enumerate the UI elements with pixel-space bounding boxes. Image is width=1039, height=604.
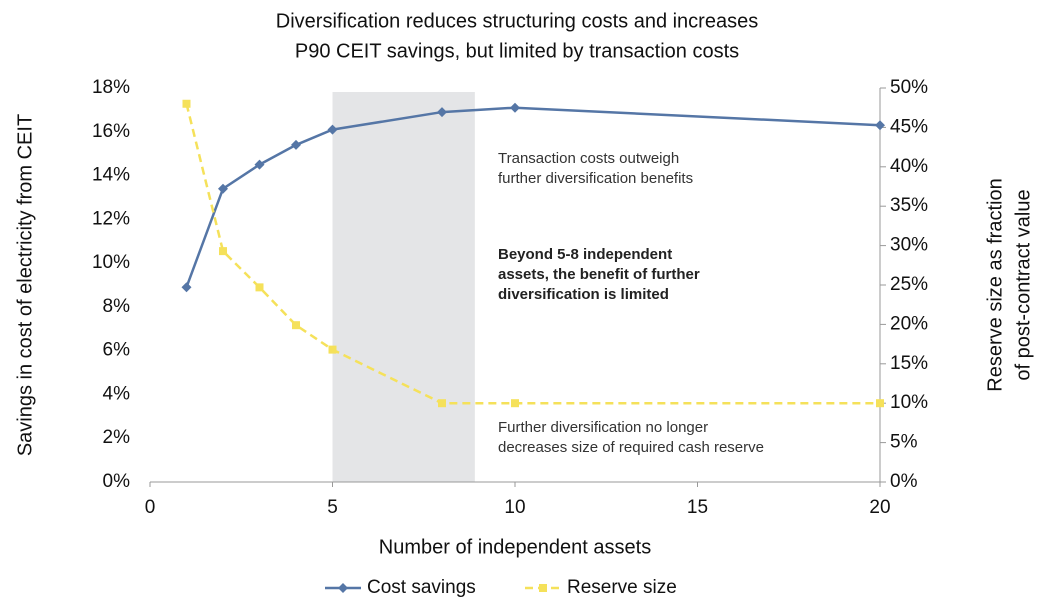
y-axis-label: Savings in cost of electricity from CEIT <box>14 114 36 456</box>
y2-axis-label: Reserve size as fraction <box>984 178 1006 391</box>
y-tick-label: 4% <box>103 383 131 404</box>
y2-tick-label: 10% <box>890 392 928 413</box>
y-tick-label: 14% <box>92 165 130 186</box>
point <box>182 99 191 108</box>
point <box>327 124 338 135</box>
y-tick-label: 6% <box>103 340 131 361</box>
annotation: Beyond 5-8 independent <box>498 246 672 263</box>
y-tick-label: 16% <box>92 121 130 142</box>
chart-title: Diversification reduces structuring cost… <box>276 10 758 32</box>
x-axis-label: Number of independent assets <box>379 536 651 558</box>
annotation: Transaction costs outweigh <box>498 150 679 167</box>
y2-axis-label: of post-contract value <box>1012 189 1034 380</box>
point <box>292 321 300 330</box>
y-tick-label: 0% <box>103 471 131 492</box>
legend-marker <box>338 583 348 593</box>
point <box>255 283 264 292</box>
chart-title: P90 CEIT savings, but limited by transac… <box>295 40 739 62</box>
y-tick-label: 10% <box>92 252 130 273</box>
series-line <box>185 106 881 288</box>
x-tick-label: 15 <box>687 497 708 518</box>
annotation: Further diversification no longer <box>498 419 708 436</box>
y2-tick-label: 5% <box>890 432 918 453</box>
y-tick-label: 2% <box>103 427 131 448</box>
point <box>181 282 192 293</box>
y2-tick-label: 15% <box>890 353 928 374</box>
x-tick-label: 0 <box>145 497 156 518</box>
y2-tick-label: 0% <box>890 471 918 492</box>
point <box>511 399 519 408</box>
y2-tick-label: 30% <box>890 235 928 256</box>
x-tick-label: 5 <box>327 497 338 518</box>
y2-tick-label: 45% <box>890 116 928 137</box>
point <box>291 139 301 150</box>
shaded-region <box>332 92 475 482</box>
point <box>254 159 265 170</box>
y2-tick-label: 35% <box>890 195 928 216</box>
y-tick-label: 18% <box>92 77 130 98</box>
annotation: decreases size of required cash reserve <box>498 439 764 456</box>
annotation: diversification is limited <box>498 286 669 303</box>
series-line <box>185 103 880 405</box>
point <box>437 107 447 118</box>
legend-marker <box>539 584 547 592</box>
annotation: assets, the benefit of further <box>498 266 700 283</box>
point <box>219 247 227 256</box>
y2-tick-label: 25% <box>890 274 928 295</box>
y-tick-label: 12% <box>92 208 130 229</box>
point <box>875 120 885 131</box>
annotation: further diversification benefits <box>498 170 693 187</box>
legend-label: Reserve size <box>567 577 677 598</box>
point <box>510 102 520 113</box>
plot-background <box>332 92 475 482</box>
point <box>438 399 446 408</box>
x-tick-label: 20 <box>869 497 890 518</box>
point <box>328 345 337 354</box>
x-tick-label: 10 <box>504 497 525 518</box>
legend-label: Cost savings <box>367 577 476 598</box>
point <box>218 183 228 194</box>
point <box>876 399 884 408</box>
y-tick-label: 8% <box>103 296 131 317</box>
y2-tick-label: 40% <box>890 156 928 177</box>
y2-tick-label: 20% <box>890 313 928 334</box>
y2-tick-label: 50% <box>890 77 928 98</box>
